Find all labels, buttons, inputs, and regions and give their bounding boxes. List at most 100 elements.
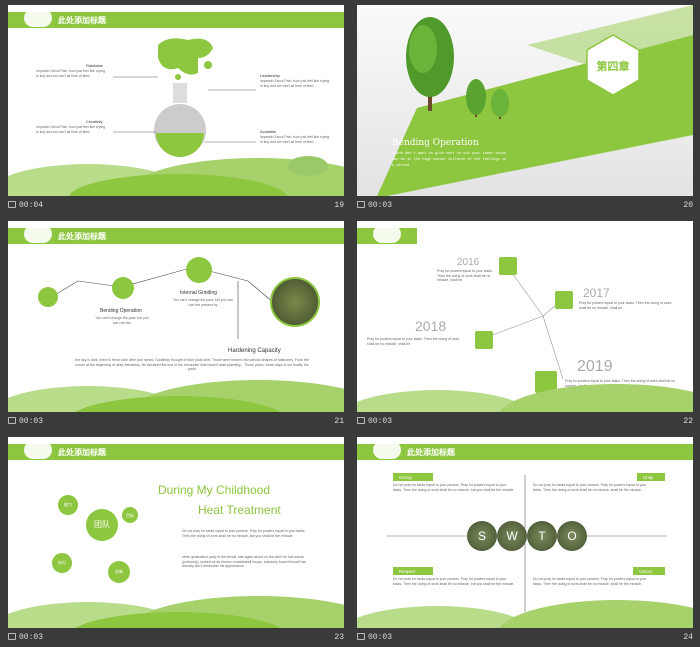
year-body: Pray for powers equal to your tasks. The… — [579, 301, 672, 310]
year-marker — [555, 291, 573, 309]
item-label: Available — [260, 129, 277, 134]
heading-line2: Heat Treatment — [198, 503, 281, 517]
swot-letter: T — [527, 521, 557, 551]
slide-time: 00:03 — [19, 417, 44, 426]
quad-body: Do not pray for tasks equal to your powe… — [533, 577, 647, 586]
slide-time: 00:03 — [368, 417, 393, 426]
slide-meta: 00:03 20 — [357, 199, 693, 215]
item-body: Impeach Seoul Pain, bow just feel like c… — [260, 135, 330, 144]
forest-photo — [270, 277, 320, 327]
slide-number: 24 — [683, 633, 693, 642]
chapter-hexagon — [586, 34, 640, 96]
bubble-main — [86, 509, 118, 541]
cloud-icon — [373, 225, 401, 243]
year-marker — [535, 371, 557, 393]
timer-icon — [357, 201, 365, 208]
bubble-label: 目标 — [126, 513, 134, 518]
slide-meta: 00:03 22 — [357, 415, 693, 431]
slide-number: 19 — [334, 201, 344, 210]
bubble-label: 创新 — [115, 569, 123, 574]
quad-body: Do not pray for tasks equal to your powe… — [393, 577, 515, 586]
bubble-label: 团队 — [94, 520, 110, 529]
bubble — [122, 507, 138, 523]
slide-canvas: 2016 Pray for powers equal to your tasks… — [357, 221, 693, 412]
year-label: 2019 — [577, 358, 613, 375]
grass-footer — [8, 154, 344, 196]
slide-canvas: 此处添加标题 Rainfaloe Impeach Seoul Pain, bow… — [8, 5, 344, 196]
quad-body: Do not pray for tasks equal to your powe… — [393, 483, 515, 492]
slide-meta: 00:04 19 — [8, 199, 344, 215]
item-body: Impeach Seoul Pain, bow just feel like c… — [36, 69, 106, 78]
slide-number: 23 — [334, 633, 344, 642]
title-bar: 此处添加标题 — [357, 441, 693, 460]
item-label: Rainfaloe — [86, 63, 103, 68]
year-label: 2017 — [583, 286, 610, 300]
quad-tag: Respect — [393, 567, 433, 575]
chapter-label: 第四章 — [596, 60, 630, 73]
year-label: 2016 — [457, 257, 480, 268]
item-body: Impeach Seoul Pain, bow just feel like c… — [260, 79, 330, 88]
bubble — [52, 553, 72, 573]
year-marker — [499, 257, 517, 275]
slide-number: 20 — [683, 201, 693, 210]
mail-icon — [112, 277, 134, 299]
flask-illustration — [113, 38, 256, 157]
step-body: the sky is dark, there is fresh color af… — [75, 358, 309, 371]
slide-thumb-23[interactable]: 此处添加标题 团队 能力 目标 执行 创新 During My Childhoo… — [0, 432, 344, 642]
bubble — [58, 495, 78, 515]
bubble-label: 执行 — [58, 560, 66, 565]
grass-footer — [357, 586, 693, 628]
slide-meta: 00:03 24 — [357, 631, 693, 647]
swot-letter: O — [557, 521, 587, 551]
slide-thumb-24[interactable]: 此处添加标题 Giving Do not pray for tasks equa… — [349, 432, 693, 642]
cloud-icon — [24, 9, 52, 27]
item-label: Creativity — [86, 119, 103, 124]
year-marker — [475, 331, 493, 349]
heading-line1: During My Childhood — [158, 483, 271, 497]
step-label: Hardening Capacity — [228, 348, 281, 354]
slide-thumb-22[interactable]: 2016 Pray for powers equal to your tasks… — [349, 216, 693, 426]
item-body: Impeach Seoul Pain, bow just feel like c… — [36, 125, 106, 134]
cloud-icon — [24, 225, 52, 243]
slide-canvas: 此处添加标题 Giving Do not pray for tasks equa… — [357, 437, 693, 628]
slide-title: 此处添加标题 — [407, 448, 455, 457]
step-label: Bending Operation — [100, 308, 142, 314]
timer-icon — [8, 633, 16, 640]
swot-divider — [387, 475, 667, 612]
year-label: 2018 — [415, 318, 447, 334]
timer-icon — [8, 201, 16, 208]
title-bar: 此处添加标题 — [8, 441, 344, 460]
timer-icon — [8, 417, 16, 424]
grass-footer — [8, 370, 344, 412]
item-label: Leadership — [260, 73, 280, 78]
slide-time: 00:03 — [19, 633, 44, 642]
slide-number: 22 — [683, 417, 693, 426]
slide-thumb-20[interactable]: 第四章 Bending Operation think don't want t… — [349, 0, 693, 210]
slide-time: 00:04 — [19, 201, 44, 210]
slide-title: 此处添加标题 — [58, 232, 106, 241]
quad-tag: Victory — [633, 567, 665, 575]
year-body: Pray for powers equal to your tasks. The… — [437, 269, 493, 282]
trees-illustration — [406, 17, 509, 119]
slide-time: 00:03 — [368, 201, 393, 210]
timer-icon — [357, 417, 365, 424]
slide-title: 此处添加标题 — [58, 448, 106, 457]
slide-meta: 00:03 21 — [8, 415, 344, 431]
bubble-label: 能力 — [64, 502, 72, 507]
grass-footer — [357, 370, 693, 412]
title-bar — [357, 225, 417, 244]
title-bar: 此处添加标题 — [8, 225, 344, 244]
grass-footer — [8, 586, 344, 628]
cloud-icon — [24, 441, 52, 459]
swot-letter: W — [497, 521, 527, 551]
slide-heading: Bending Operation — [392, 138, 479, 148]
slide-thumb-19[interactable]: 此处添加标题 Rainfaloe Impeach Seoul Pain, bow… — [0, 0, 344, 210]
slide-meta: 00:03 23 — [8, 631, 344, 647]
slide-time: 00:03 — [368, 633, 393, 642]
slide-canvas: 此处添加标题 Bending Operation You can't chang… — [8, 221, 344, 412]
swot-letter: S — [467, 521, 497, 551]
quad-tag: Giving — [393, 473, 433, 481]
slide-thumb-21[interactable]: 此处添加标题 Bending Operation You can't chang… — [0, 216, 344, 426]
step-label: Internal Grinding — [180, 290, 217, 296]
slide-body: think don't want to give vent to out you… — [392, 152, 507, 168]
